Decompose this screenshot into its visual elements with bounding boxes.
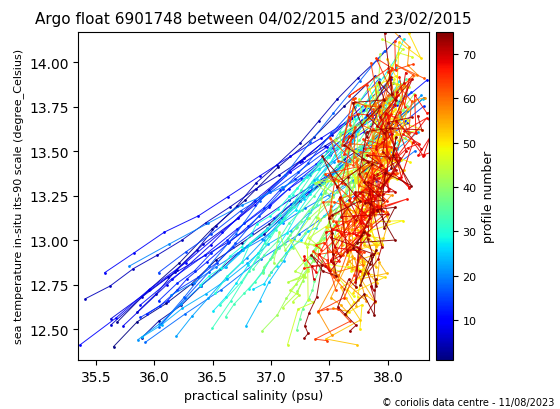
Y-axis label: sea temperature in-situ its-90 scale (degree_Celsius): sea temperature in-situ its-90 scale (de… [13,49,24,344]
Y-axis label: profile number: profile number [482,150,495,242]
Text: © coriolis data centre - 11/08/2023: © coriolis data centre - 11/08/2023 [382,397,554,407]
Title: Argo float 6901748 between 04/02/2015 and 23/02/2015: Argo float 6901748 between 04/02/2015 an… [35,12,472,27]
X-axis label: practical salinity (psu): practical salinity (psu) [184,389,323,402]
